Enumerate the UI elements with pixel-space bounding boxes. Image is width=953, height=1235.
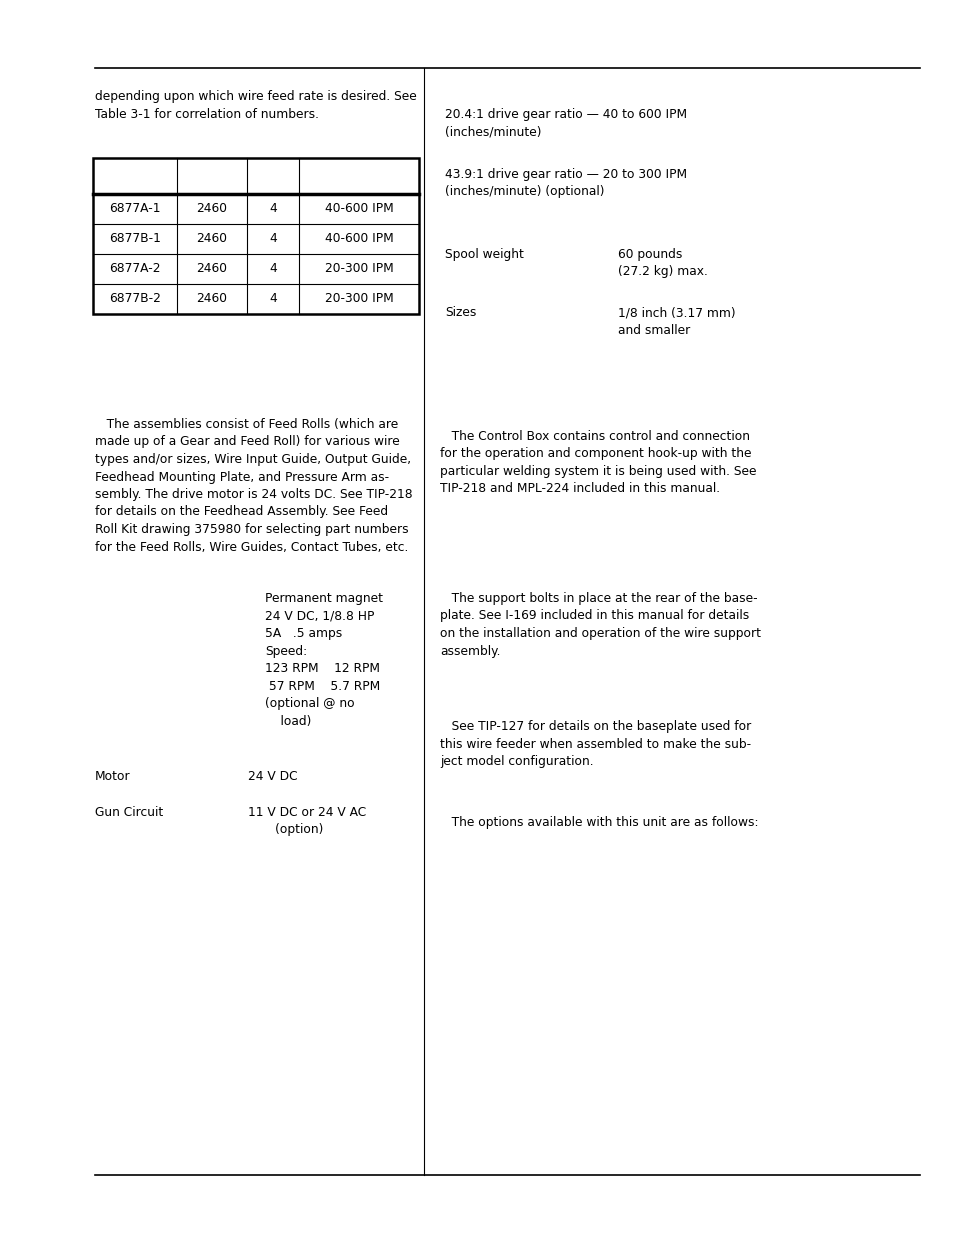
Text: 43.9:1 drive gear ratio — 20 to 300 IPM
(inches/minute) (optional): 43.9:1 drive gear ratio — 20 to 300 IPM … [444, 168, 686, 199]
Text: 6877A-2: 6877A-2 [110, 263, 161, 275]
Text: 4: 4 [269, 203, 276, 215]
Text: Permanent magnet
24 V DC, 1/8.8 HP
5A   .5 amps
Speed:
123 RPM    12 RPM
 57 RPM: Permanent magnet 24 V DC, 1/8.8 HP 5A .5… [265, 592, 382, 727]
Text: 60 pounds
(27.2 kg) max.: 60 pounds (27.2 kg) max. [618, 248, 707, 279]
Text: 2460: 2460 [196, 203, 227, 215]
Text: Spool weight: Spool weight [444, 248, 523, 261]
Text: See TIP-127 for details on the baseplate used for
this wire feeder when assemble: See TIP-127 for details on the baseplate… [439, 720, 750, 768]
Text: 6877A-1: 6877A-1 [110, 203, 161, 215]
Text: 6877B-2: 6877B-2 [109, 293, 161, 305]
Text: Gun Circuit: Gun Circuit [95, 806, 163, 819]
Text: The assemblies consist of Feed Rolls (which are
made up of a Gear and Feed Roll): The assemblies consist of Feed Rolls (wh… [95, 417, 413, 553]
Text: Motor: Motor [95, 769, 131, 783]
Text: 6877B-1: 6877B-1 [109, 232, 161, 246]
Text: The Control Box contains control and connection
for the operation and component : The Control Box contains control and con… [439, 430, 756, 495]
Text: 20-300 IPM: 20-300 IPM [324, 263, 393, 275]
Text: 2460: 2460 [196, 293, 227, 305]
Text: 2460: 2460 [196, 232, 227, 246]
Text: 4: 4 [269, 263, 276, 275]
Text: The support bolts in place at the rear of the base-
plate. See I-169 included in: The support bolts in place at the rear o… [439, 592, 760, 657]
Text: depending upon which wire feed rate is desired. See
Table 3-1 for correlation of: depending upon which wire feed rate is d… [95, 90, 416, 121]
Text: 40-600 IPM: 40-600 IPM [324, 232, 393, 246]
Text: The options available with this unit are as follows:: The options available with this unit are… [439, 816, 758, 829]
Text: 4: 4 [269, 232, 276, 246]
Text: 24 V DC: 24 V DC [248, 769, 297, 783]
Text: 20-300 IPM: 20-300 IPM [324, 293, 393, 305]
Text: 11 V DC or 24 V AC
       (option): 11 V DC or 24 V AC (option) [248, 806, 366, 836]
Text: 2460: 2460 [196, 263, 227, 275]
Text: 1/8 inch (3.17 mm)
and smaller: 1/8 inch (3.17 mm) and smaller [618, 306, 735, 336]
Text: 40-600 IPM: 40-600 IPM [324, 203, 393, 215]
Bar [92, 158, 418, 314]
Text: 20.4:1 drive gear ratio — 40 to 600 IPM
(inches/minute): 20.4:1 drive gear ratio — 40 to 600 IPM … [444, 107, 686, 138]
Text: Sizes: Sizes [444, 306, 476, 319]
Text: 4: 4 [269, 293, 276, 305]
